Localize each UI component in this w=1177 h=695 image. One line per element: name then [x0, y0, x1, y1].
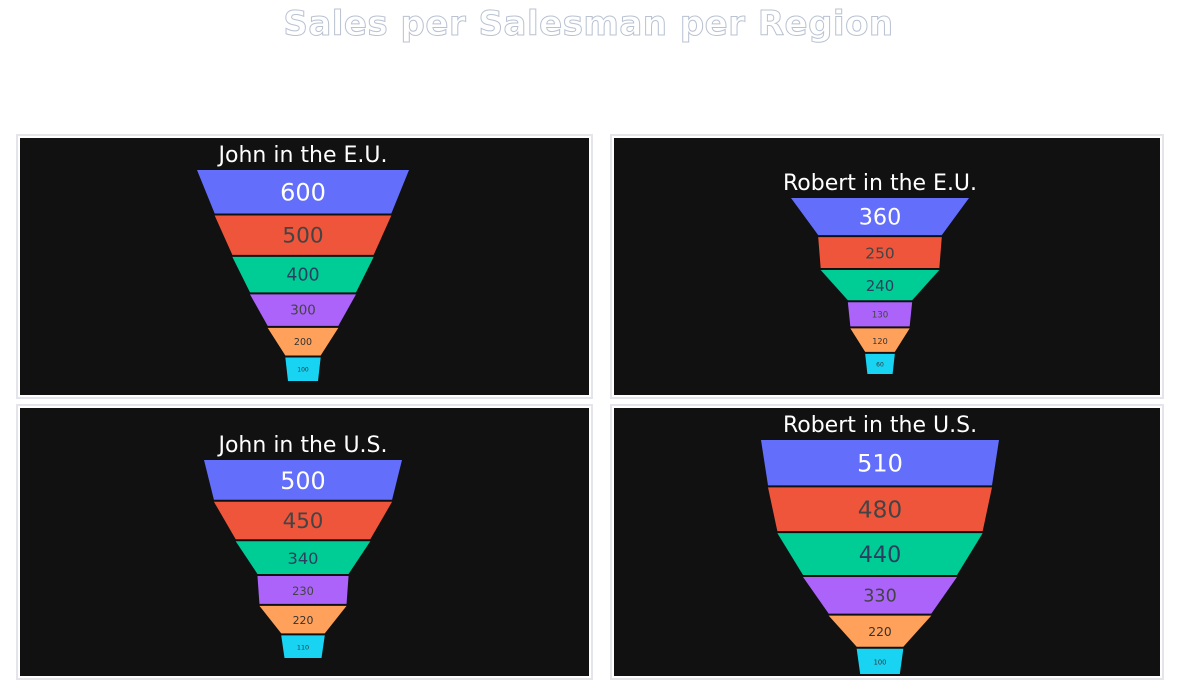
funnel-title-john-eu: John in the E.U.	[217, 143, 388, 168]
funnel-chart-robert-us: Robert in the U.S. 510 480 440 330 220 100	[614, 408, 1160, 676]
funnel-title-robert-eu: Robert in the E.U.	[783, 171, 977, 196]
funnel-chart-robert-eu: Robert in the E.U. 360 250 240 130 120 60	[614, 138, 1160, 395]
funnel-value-label-6-john-us: 110	[297, 644, 309, 652]
funnel-value-label-4-john-eu: 300	[290, 304, 316, 319]
funnel-stage-4-robert-us	[803, 577, 957, 614]
funnel-stage-5-robert-eu	[850, 328, 910, 352]
funnel-stage-1-robert-eu	[791, 198, 969, 236]
funnel-stage-2-john-eu	[214, 215, 392, 255]
funnel-chart-john-us: John in the U.S. 500 450 340 230 220 110	[20, 408, 589, 676]
funnel-stage-2-john-us	[213, 501, 393, 540]
funnel-value-label-4-robert-eu: 130	[872, 310, 889, 320]
funnel-stage-6-john-us	[281, 635, 325, 658]
funnel-value-label-3-robert-eu: 240	[866, 277, 894, 295]
funnel-value-label-1-robert-us: 510	[857, 450, 903, 478]
funnel-title-robert-us: Robert in the U.S.	[783, 413, 977, 438]
funnel-value-label-2-robert-us: 480	[858, 497, 902, 524]
funnel-value-label-3-john-us: 340	[288, 549, 319, 568]
funnel-value-label-2-robert-eu: 250	[865, 245, 894, 263]
funnel-value-label-2-john-us: 450	[283, 509, 324, 534]
funnel-panel-robert-eu: Robert in the E.U. 360 250 240 130 120 60	[610, 134, 1164, 399]
funnel-value-label-6-robert-us: 100	[874, 658, 887, 666]
funnel-value-label-2-john-eu: 500	[282, 224, 323, 249]
funnel-value-label-3-robert-us: 440	[859, 542, 902, 568]
funnel-value-label-3-john-eu: 400	[286, 266, 319, 286]
funnel-value-label-1-robert-eu: 360	[859, 205, 902, 231]
funnel-value-label-6-john-eu: 100	[297, 367, 309, 374]
funnel-value-label-4-john-us: 230	[292, 584, 314, 598]
funnel-value-label-1-john-eu: 600	[280, 179, 326, 207]
funnel-value-label-5-john-us: 220	[293, 614, 314, 627]
funnel-chart-john-eu: John in the E.U. 600 500 400 300 200 100	[20, 138, 589, 395]
funnel-value-label-6-robert-eu: 60	[876, 361, 884, 368]
funnel-panel-robert-us: Robert in the U.S. 510 480 440 330 220 100	[610, 404, 1164, 680]
funnel-stage-2-robert-us	[768, 487, 992, 532]
funnel-stage-4-john-eu	[250, 294, 356, 326]
funnel-stage-5-robert-us	[828, 615, 932, 647]
funnel-stage-6-robert-eu	[865, 353, 895, 374]
funnel-value-label-4-robert-us: 330	[863, 586, 897, 606]
funnel-stage-6-john-eu	[285, 357, 321, 381]
funnel-stage-1-john-us	[204, 460, 402, 500]
funnel-stage-1-robert-us	[761, 440, 999, 486]
funnel-stage-3-robert-eu	[820, 269, 940, 301]
funnel-value-label-5-robert-us: 220	[868, 625, 891, 639]
funnel-stage-2-robert-eu	[818, 237, 942, 268]
funnel-value-label-1-john-us: 500	[280, 467, 325, 495]
funnel-stage-3-john-us	[235, 541, 371, 574]
page-title: Sales per Salesman per Region	[283, 4, 894, 45]
funnel-stage-1-john-eu	[197, 170, 409, 214]
funnel-value-label-5-robert-eu: 120	[872, 336, 887, 346]
funnel-stage-4-robert-eu	[847, 302, 913, 327]
funnel-stage-4-john-us	[257, 575, 349, 604]
funnel-panel-john-us: John in the U.S. 500 450 340 230 220 110	[16, 404, 593, 680]
funnel-stage-5-john-eu	[267, 327, 339, 356]
funnel-stage-5-john-us	[259, 605, 347, 634]
funnel-panel-john-eu: John in the E.U. 600 500 400 300 200 100	[16, 134, 593, 399]
funnel-stage-3-robert-us	[777, 533, 983, 576]
funnel-title-john-us: John in the U.S.	[216, 433, 387, 458]
funnel-value-label-5-john-eu: 200	[294, 337, 312, 348]
funnel-stage-3-john-eu	[232, 256, 374, 293]
funnel-stage-6-robert-us	[856, 648, 904, 674]
